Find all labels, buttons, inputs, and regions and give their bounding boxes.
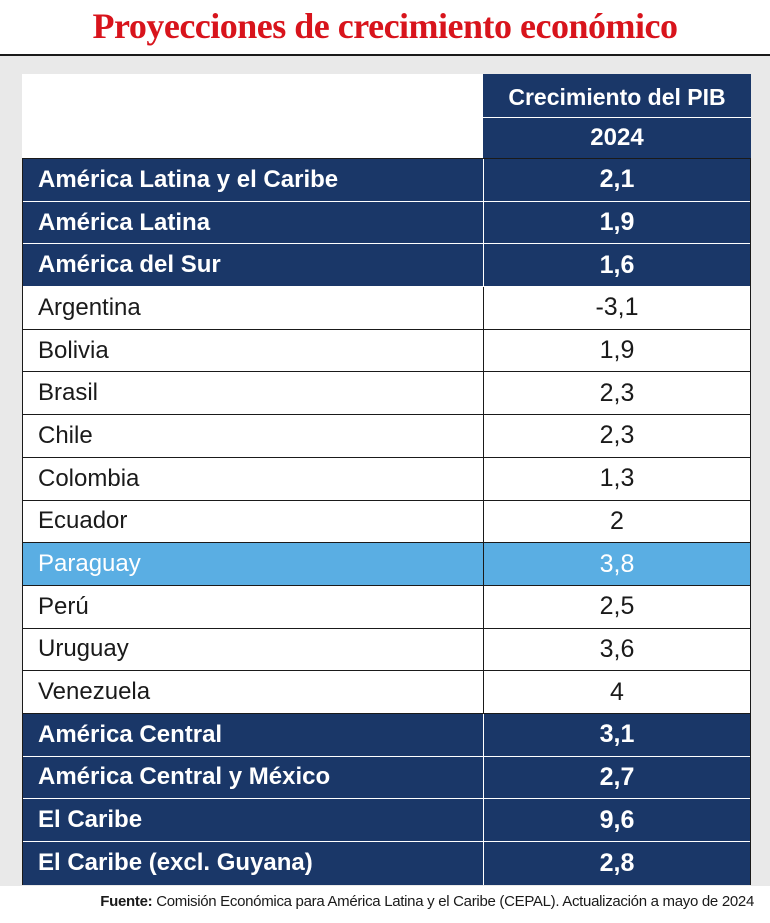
row-label: América Latina: [23, 201, 484, 244]
source-note: Fuente: Comisión Económica para América …: [100, 893, 754, 910]
row-label: Chile: [23, 415, 484, 457]
table-row: América del Sur 1,6: [23, 244, 750, 288]
row-value: 2,8: [599, 848, 635, 877]
row-label: Argentina: [23, 287, 484, 329]
table-row: Perú 2,5: [23, 585, 750, 629]
row-value: 1,6: [599, 250, 635, 279]
row-value: 3,1: [599, 720, 635, 749]
table-row: Ecuador 2: [23, 500, 750, 544]
row-label: Paraguay: [23, 543, 484, 585]
source-label: Fuente:: [100, 893, 153, 910]
row-label: Bolivia: [23, 329, 484, 372]
row-label: América Central y México: [23, 756, 484, 799]
row-value: 2,3: [599, 378, 635, 407]
row-value: 1,9: [599, 208, 635, 237]
row-label: Brasil: [23, 372, 484, 415]
table-row: Colombia 1,3: [23, 457, 750, 501]
row-value: 2: [610, 506, 624, 535]
column-header: Crecimiento del PIB: [483, 74, 751, 118]
table-row: Chile 2,3: [23, 415, 750, 458]
growth-table: América Latina y el Caribe 2,1 América Lat…: [22, 158, 751, 885]
row-label: América Central: [23, 713, 484, 756]
title-bar: Proyecciones de crecimiento económico: [0, 0, 770, 56]
table-row: América Central 3,1: [23, 713, 750, 757]
table-row: Argentina -3,1: [23, 287, 750, 330]
row-value: 2,1: [599, 165, 635, 194]
row-value: 3,6: [599, 634, 635, 663]
row-label: Ecuador: [23, 500, 484, 543]
row-label: Uruguay: [23, 628, 484, 671]
table-row: América Latina 1,9: [23, 201, 750, 245]
row-value: -3,1: [595, 293, 639, 322]
table-row: El Caribe 9,6: [23, 799, 750, 842]
row-value: 4: [610, 677, 624, 706]
row-label: El Caribe: [23, 799, 484, 841]
row-value: 2,3: [599, 421, 635, 450]
row-value: 1,3: [599, 464, 635, 493]
table-row: Venezuela 4: [23, 671, 750, 714]
table-row: El Caribe (excl. Guyana) 2,8: [23, 842, 750, 885]
table-row: América Central y México 2,7: [23, 756, 750, 800]
row-label: Perú: [23, 585, 484, 628]
row-label: América del Sur: [23, 244, 484, 287]
row-label: Venezuela: [23, 671, 484, 713]
row-label: El Caribe (excl. Guyana): [23, 842, 484, 885]
source-text: Comisión Económica para América Latina y…: [152, 893, 754, 910]
row-value: 1,9: [599, 336, 635, 365]
row-label: América Latina y el Caribe: [23, 159, 484, 201]
page-title: Proyecciones de crecimiento económico: [92, 6, 678, 46]
row-value: 3,8: [599, 549, 635, 578]
column-subheader-year: 2024: [483, 118, 751, 158]
row-value: 2,5: [599, 592, 635, 621]
table-row: Bolivia 1,9: [23, 329, 750, 373]
header-blank-cell: [22, 74, 483, 158]
table-row: Paraguay 3,8: [23, 543, 750, 586]
table-row: Uruguay 3,6: [23, 628, 750, 672]
table-row: Brasil 2,3: [23, 372, 750, 416]
row-label: Colombia: [23, 457, 484, 500]
row-value: 9,6: [599, 805, 635, 834]
table-row: América Latina y el Caribe 2,1: [23, 159, 750, 202]
row-value: 2,7: [599, 762, 635, 791]
